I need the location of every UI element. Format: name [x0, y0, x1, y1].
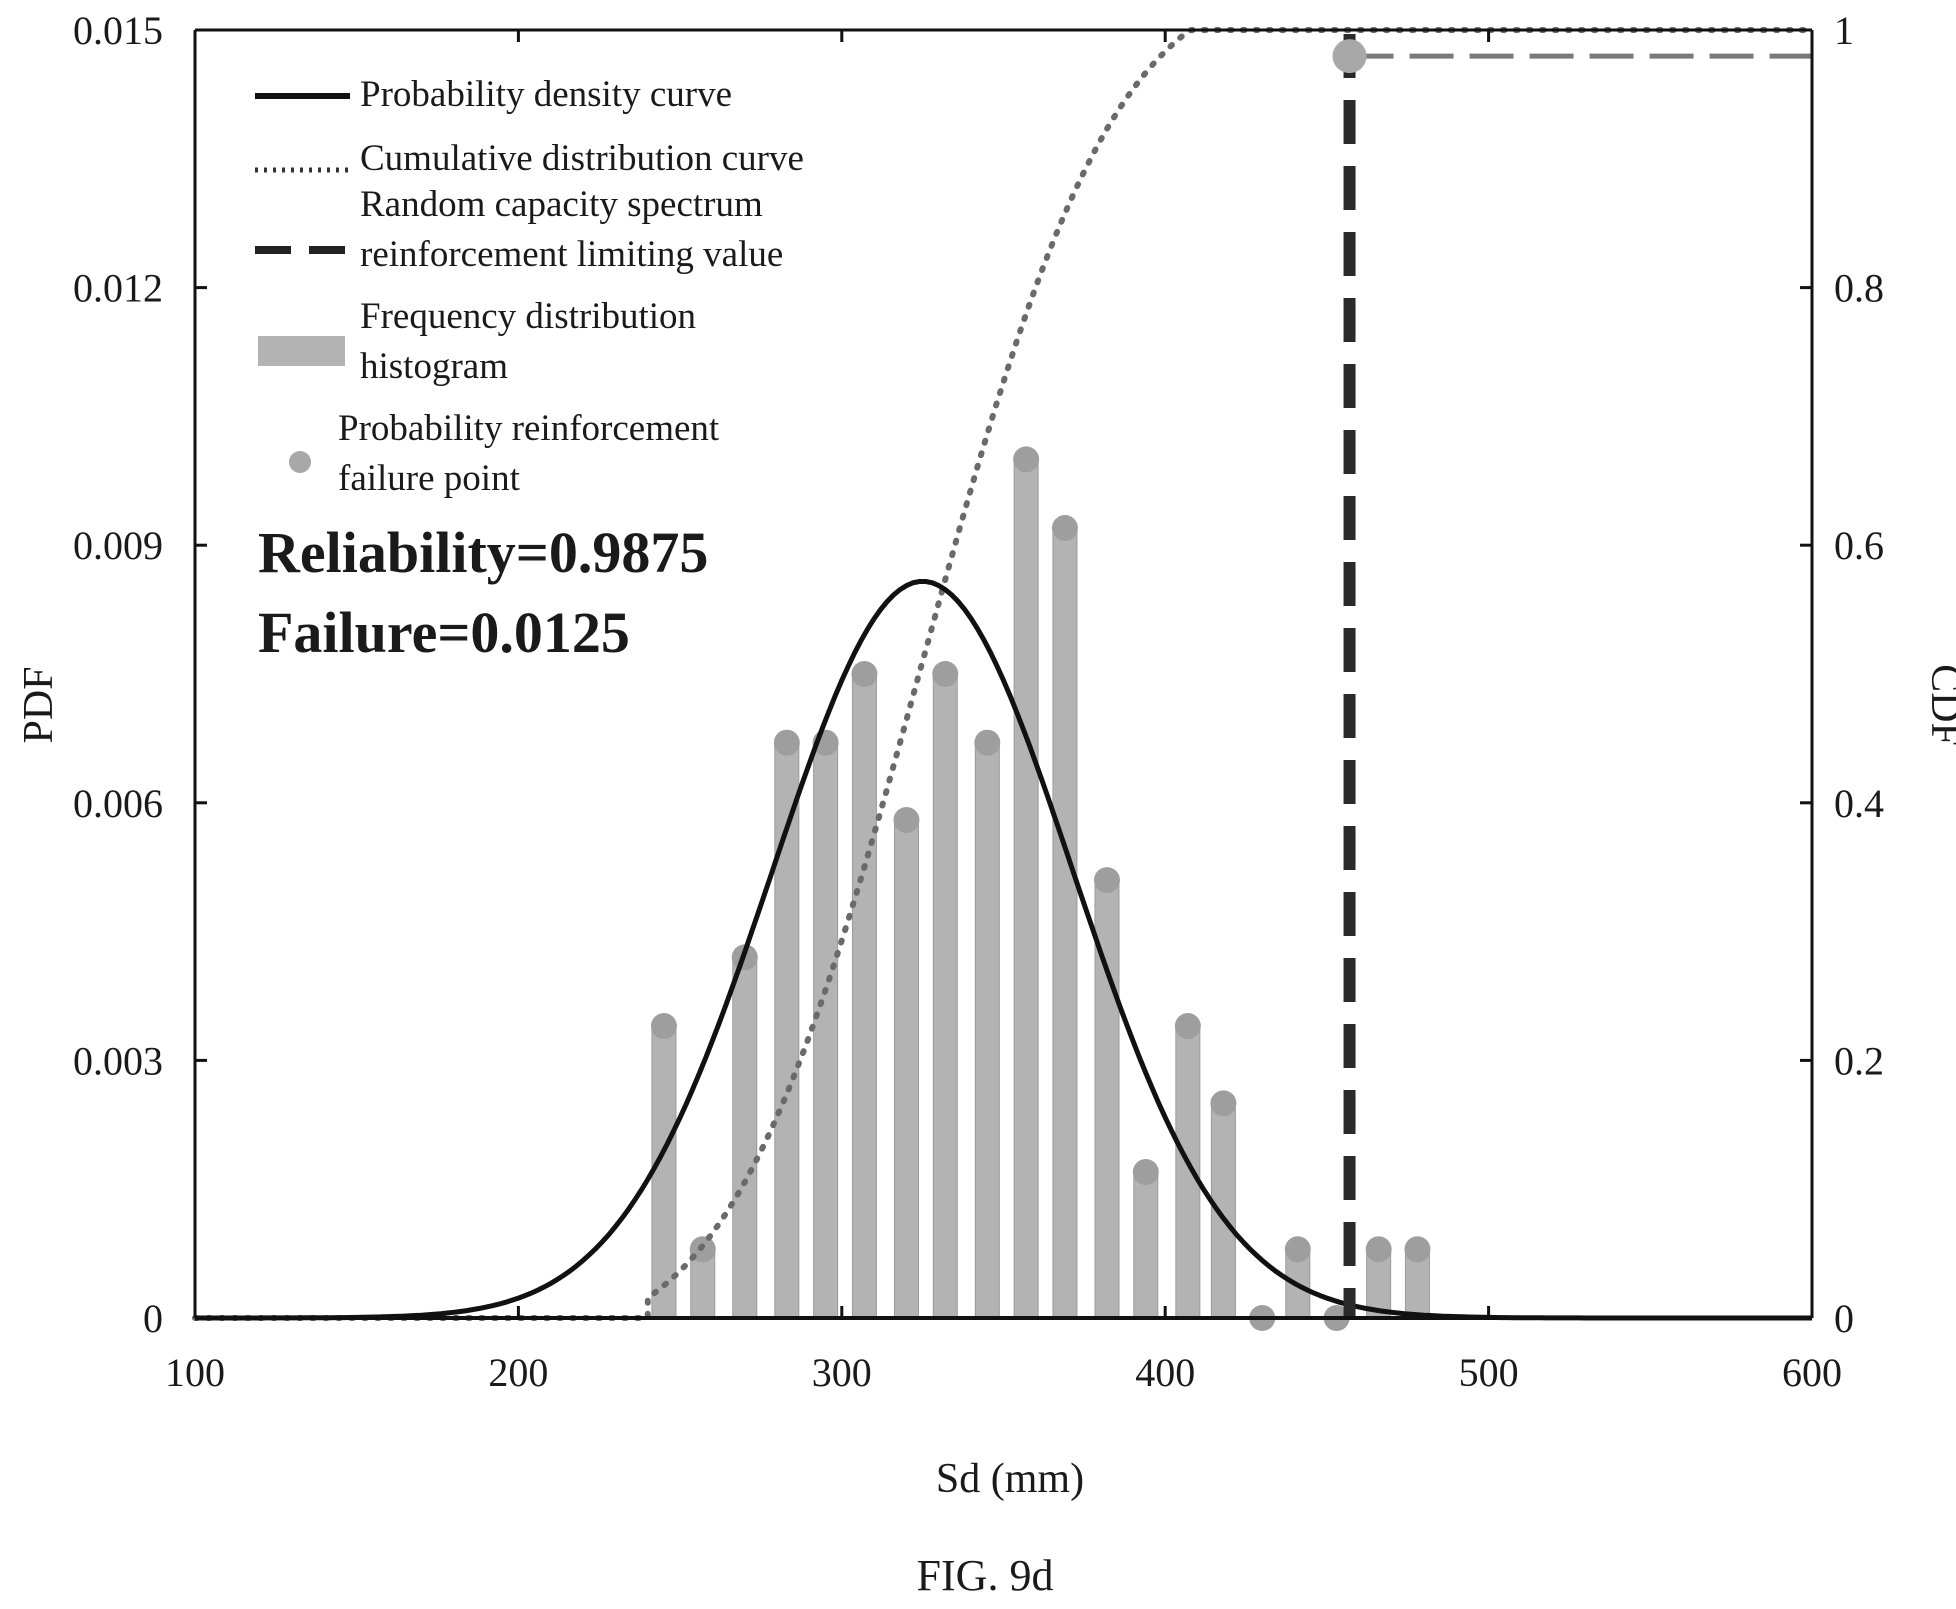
legend: Probability density curve Cumulative dist… [255, 74, 804, 499]
legend-label: histogram [360, 346, 508, 387]
legend-label: Frequency distribution [360, 296, 696, 337]
bar-top-marker [1013, 446, 1040, 473]
histogram-bar [1133, 1171, 1159, 1319]
legend-label: Probability density curve [360, 74, 732, 115]
bar-top-marker [1051, 515, 1078, 542]
failure-point [1332, 39, 1367, 74]
y-right-tick-label: 0 [1834, 1296, 1854, 1341]
histogram-bar [1175, 1025, 1201, 1319]
y-right-tick-label: 0.8 [1834, 266, 1884, 311]
y-left-tick-label: 0.015 [73, 8, 163, 53]
bar-top-marker [1284, 1236, 1311, 1263]
legend-label: failure point [338, 458, 521, 499]
failure-annotation: Failure=0.0125 [258, 600, 630, 665]
x-axis-title: Sd (mm) [936, 1456, 1084, 1502]
x-tick-label: 500 [1459, 1350, 1519, 1395]
axes: 100 200 300 400 500 600 0 0.003 0.006 0.009 0.012 0… [73, 8, 1884, 1395]
histogram-bar [974, 742, 1000, 1319]
bar-top-marker [1210, 1090, 1237, 1117]
plot-area [192, 27, 1815, 1331]
y-right-tick-label: 0.2 [1834, 1038, 1884, 1083]
y-left-tick-label: 0.009 [73, 523, 163, 568]
bar-top-marker [773, 729, 800, 756]
bar-top-marker [851, 661, 878, 687]
legend-label: Cumulative distribution curve [360, 138, 804, 179]
histogram-bar [851, 673, 877, 1319]
x-tick-label: 100 [165, 1350, 225, 1395]
histogram-bar [651, 1025, 677, 1319]
bar-top-marker [932, 661, 959, 687]
figure-caption: FIG. 9d [917, 1551, 1054, 1600]
histogram-bar [1013, 458, 1039, 1319]
x-tick-label: 600 [1782, 1350, 1842, 1395]
legend-swatch-failure [289, 451, 311, 473]
bar-top-marker [893, 806, 920, 833]
histogram-bar [774, 742, 800, 1319]
y-axis-title-left: PDF [16, 666, 62, 743]
legend-label: Probability reinforcement [338, 408, 720, 449]
bar-top-marker [1093, 867, 1120, 894]
y-axis-title-right: CDF [1922, 664, 1956, 746]
histogram-bar [932, 673, 958, 1319]
y-left-tick-label: 0.006 [73, 781, 163, 826]
annotations: Reliability=0.9875 Failure=0.0125 [258, 520, 708, 665]
legend-swatch-histogram [258, 336, 345, 366]
bar-top-marker [650, 1013, 677, 1040]
y-left-tick-label: 0 [143, 1296, 163, 1341]
bar-top-marker [1174, 1013, 1201, 1040]
legend-label: reinforcement limiting value [360, 234, 783, 275]
y-right-tick-label: 0.4 [1834, 781, 1884, 826]
bar-top-marker [1132, 1159, 1159, 1186]
x-tick-label: 300 [812, 1350, 872, 1395]
y-right-tick-label: 0.6 [1834, 523, 1884, 568]
reliability-annotation: Reliability=0.9875 [258, 520, 708, 585]
x-tick-label: 400 [1135, 1350, 1195, 1395]
y-right-tick-label: 1 [1834, 8, 1854, 53]
x-tick-label: 200 [488, 1350, 548, 1395]
histogram-bar [893, 819, 919, 1319]
bar-top-marker [1404, 1236, 1431, 1263]
histogram-bar [732, 956, 758, 1319]
bar-top-marker [974, 729, 1001, 756]
histogram-bar [813, 742, 839, 1319]
pdf-curve [195, 579, 1812, 1321]
bar-top-marker [1365, 1236, 1392, 1263]
y-left-tick-label: 0.012 [73, 266, 163, 311]
legend-label: Random capacity spectrum [360, 184, 763, 225]
histogram-bar [1052, 527, 1078, 1319]
y-left-tick-label: 0.003 [73, 1038, 163, 1083]
